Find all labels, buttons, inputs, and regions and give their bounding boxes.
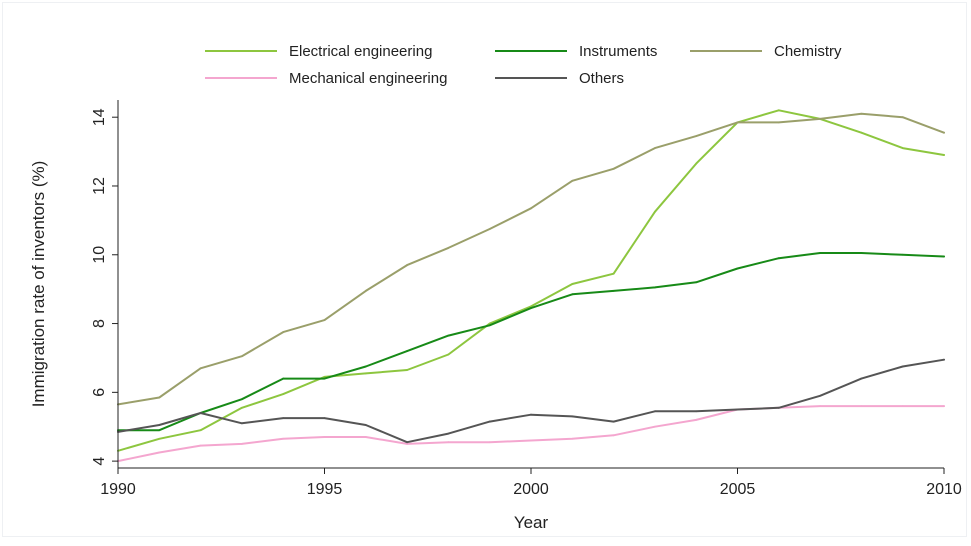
chart-frame <box>2 2 967 537</box>
